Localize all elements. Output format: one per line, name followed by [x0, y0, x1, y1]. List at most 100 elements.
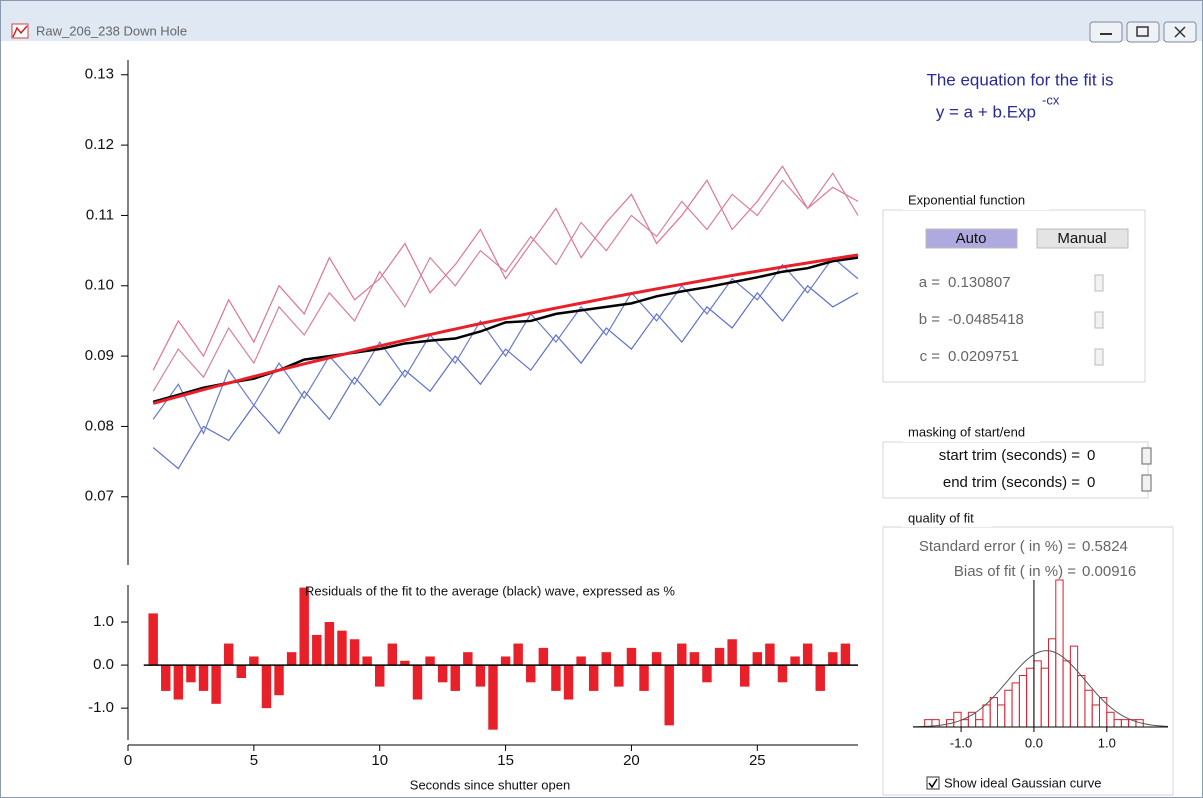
- close-button[interactable]: [1163, 21, 1197, 43]
- residual-bar: [375, 665, 385, 687]
- mode-button[interactable]: [1036, 228, 1129, 249]
- histogram-bar: [1120, 719, 1130, 728]
- histogram-bar: [1026, 667, 1035, 728]
- residual-bar: [324, 622, 335, 666]
- residual-bar: [148, 613, 158, 666]
- group-title: Exponential function: [908, 192, 1025, 207]
- param-value: 0.130807: [948, 274, 1011, 291]
- residual-bar: [286, 652, 297, 666]
- residual-bar: [639, 665, 649, 691]
- residual-bar: [173, 665, 184, 700]
- y-tick-label: 0.09: [85, 347, 114, 364]
- histogram-bar: [982, 704, 991, 728]
- histogram-bar: [1004, 689, 1013, 728]
- quality-label: Standard error ( in %) =: [919, 538, 1076, 555]
- residual-bar: [349, 639, 360, 666]
- residual-bar: [249, 656, 259, 666]
- residual-bar: [198, 665, 209, 691]
- residual-bar: [727, 639, 737, 666]
- histogram-bar: [1033, 660, 1042, 728]
- residual-title: Residuals of the fit to the average (bla…: [305, 583, 675, 598]
- y-tick-label: 0.07: [85, 488, 114, 505]
- fit-curve: [152, 253, 859, 405]
- mode-button-label[interactable]: Auto: [956, 230, 987, 247]
- y-tick-label: 1.0: [93, 613, 114, 630]
- window-title: Raw_206_238 Down Hole: [36, 23, 187, 38]
- histogram-bar: [989, 697, 999, 728]
- residual-bar: [588, 665, 599, 691]
- histogram-bar: [1069, 645, 1079, 728]
- x-axis-label: Seconds since shutter open: [410, 777, 570, 792]
- residual-bar: [752, 652, 763, 666]
- spinner[interactable]: [1141, 447, 1152, 465]
- residual-bar: [714, 647, 725, 666]
- spinner[interactable]: [1094, 348, 1104, 366]
- quality-label: Bias of fit ( in %) =: [954, 563, 1076, 580]
- histogram-bar: [1091, 704, 1101, 728]
- app-icon: [11, 23, 29, 39]
- residual-bar: [563, 665, 574, 700]
- residual-bar: [614, 665, 624, 687]
- equation-exponent: -cx: [1042, 92, 1060, 107]
- checkbox-label[interactable]: Show ideal Gaussian curve: [944, 775, 1102, 790]
- histogram-bar: [953, 711, 962, 728]
- residual-bar: [538, 647, 549, 666]
- residual-bar: [790, 656, 800, 666]
- residual-bar: [626, 647, 637, 666]
- residual-bar: [387, 643, 398, 666]
- spinner[interactable]: [1094, 274, 1104, 292]
- residual-bar: [463, 652, 473, 666]
- residual-bar: [740, 665, 750, 687]
- mode-button-label[interactable]: Manual: [1057, 230, 1106, 247]
- residual-bar: [312, 634, 322, 666]
- x-tick-label: 5: [250, 752, 258, 769]
- residual-bar: [702, 665, 712, 683]
- x-tick-label: 1.0: [1098, 735, 1116, 750]
- trim-label: end trim (seconds) =: [943, 474, 1080, 491]
- param-label: c =: [920, 348, 941, 365]
- residual-bar: [450, 665, 460, 691]
- histogram-bar: [1084, 689, 1093, 728]
- histogram-bar: [1077, 675, 1086, 728]
- param-value: 0.0209751: [948, 348, 1019, 365]
- y-tick-label: 0.08: [85, 417, 114, 434]
- residual-bar: [488, 665, 498, 730]
- group-label-bg: [902, 510, 992, 527]
- residual-bar: [677, 643, 687, 666]
- minimize-button[interactable]: [1089, 21, 1123, 43]
- residual-bar: [551, 665, 561, 691]
- residual-bar: [236, 665, 246, 678]
- residual-bar: [500, 656, 511, 666]
- spinner[interactable]: [1141, 474, 1152, 492]
- residual-bar: [274, 665, 284, 696]
- residual-bar: [664, 665, 674, 726]
- param-label: a =: [919, 274, 941, 291]
- spinner[interactable]: [1094, 311, 1104, 329]
- histogram-bar: [960, 719, 969, 728]
- trace-line: [152, 165, 859, 371]
- residual-bar: [412, 665, 423, 700]
- residual-bar: [526, 665, 536, 683]
- residual-bar: [223, 643, 234, 666]
- checkbox[interactable]: [926, 776, 940, 790]
- trim-label: start trim (seconds) =: [939, 447, 1081, 464]
- histogram-bar: [1106, 711, 1115, 728]
- y-tick-label: 0.11: [86, 206, 114, 223]
- residual-bar: [161, 665, 171, 691]
- histogram-bar: [1099, 697, 1108, 728]
- x-tick-label: 15: [497, 752, 514, 769]
- maximize-button[interactable]: [1126, 21, 1160, 43]
- y-tick-label: 0.13: [85, 66, 114, 83]
- residual-bar: [513, 643, 523, 666]
- x-tick-label: 10: [371, 752, 388, 769]
- mode-button[interactable]: [925, 228, 1018, 249]
- residual-bar: [765, 643, 775, 666]
- trace-line: [152, 284, 859, 470]
- histogram-bar: [1040, 667, 1050, 728]
- group-title: masking of start/end: [908, 424, 1025, 439]
- histogram-bar: [975, 719, 984, 728]
- param-value: -0.0485418: [948, 311, 1024, 328]
- checkmark: [928, 778, 938, 789]
- residual-bar: [840, 643, 851, 666]
